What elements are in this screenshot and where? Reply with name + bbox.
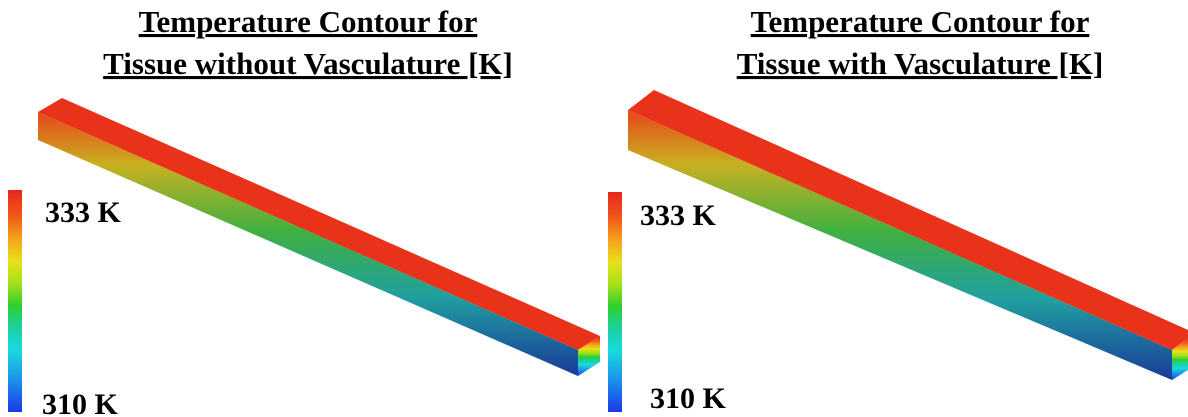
title-line: Tissue without Vasculature [K] — [103, 46, 513, 81]
colorbar — [8, 190, 22, 412]
title-line: Temperature Contour for — [139, 4, 478, 39]
figure: Temperature Contour for Tissue without V… — [0, 0, 1188, 417]
beam-side — [628, 110, 1172, 380]
colorbar-max: 333 K — [640, 199, 717, 232]
panel-left: Temperature Contour for Tissue without V… — [8, 4, 600, 417]
beam-side — [38, 112, 578, 376]
colorbar — [608, 192, 622, 412]
title-line: Tissue with Vasculature [K] — [737, 46, 1104, 81]
panel-right: Temperature Contour for Tissue with Vasc… — [608, 4, 1188, 415]
beam-top — [38, 98, 600, 350]
colorbar-min: 310 K — [650, 382, 727, 415]
title-line: Temperature Contour for — [751, 4, 1090, 39]
colorbar-max: 333 K — [45, 196, 122, 229]
colorbar-min: 310 K — [42, 388, 119, 417]
